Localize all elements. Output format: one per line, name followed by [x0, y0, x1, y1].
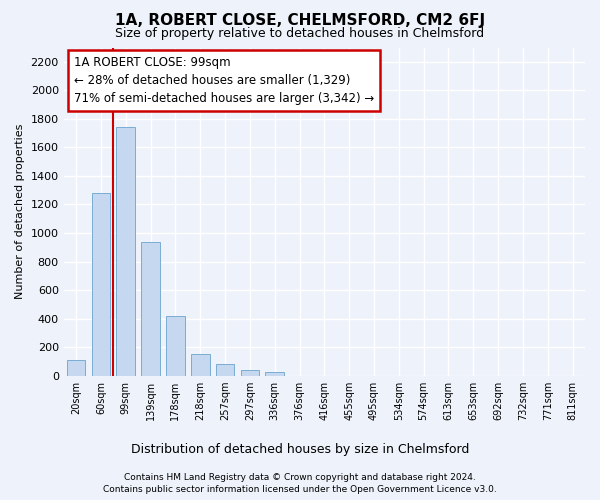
Text: Contains HM Land Registry data © Crown copyright and database right 2024.: Contains HM Land Registry data © Crown c… — [124, 472, 476, 482]
Bar — [116, 128, 135, 376]
Bar — [141, 242, 160, 376]
Text: 1A, ROBERT CLOSE, CHELMSFORD, CM2 6FJ: 1A, ROBERT CLOSE, CHELMSFORD, CM2 6FJ — [115, 12, 485, 28]
Bar — [216, 364, 235, 376]
Bar — [92, 193, 110, 376]
Bar — [265, 372, 284, 376]
Text: Distribution of detached houses by size in Chelmsford: Distribution of detached houses by size … — [131, 442, 469, 456]
Bar — [166, 316, 185, 376]
Text: Size of property relative to detached houses in Chelmsford: Size of property relative to detached ho… — [115, 28, 485, 40]
Text: Contains public sector information licensed under the Open Government Licence v3: Contains public sector information licen… — [103, 485, 497, 494]
Bar — [191, 354, 209, 376]
Bar — [241, 370, 259, 376]
Bar — [67, 360, 85, 376]
Y-axis label: Number of detached properties: Number of detached properties — [15, 124, 25, 300]
Text: 1A ROBERT CLOSE: 99sqm
← 28% of detached houses are smaller (1,329)
71% of semi-: 1A ROBERT CLOSE: 99sqm ← 28% of detached… — [74, 56, 374, 104]
